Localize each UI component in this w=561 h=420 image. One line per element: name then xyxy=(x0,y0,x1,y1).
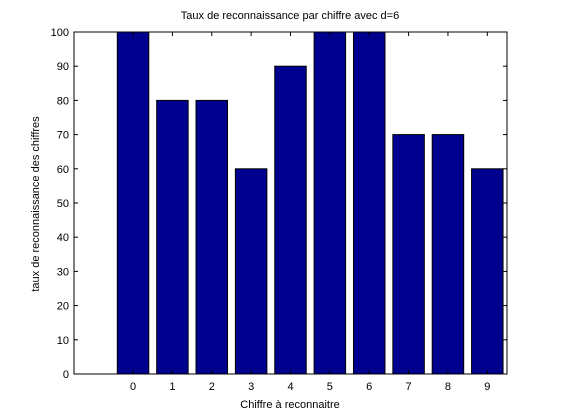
bar-8 xyxy=(431,134,465,375)
y-tick-label: 40 xyxy=(57,232,69,244)
x-tick-label: 1 xyxy=(169,381,175,393)
x-tick-label: 0 xyxy=(130,381,136,393)
y-axis-title: taux de reconnaissance des chiffres xyxy=(30,116,42,292)
x-tick-label: 6 xyxy=(366,381,372,393)
x-tick-label: 9 xyxy=(484,381,490,393)
x-axis-title: Chiffre à reconnaitre xyxy=(240,399,339,411)
y-tick-label: 50 xyxy=(57,198,69,210)
chart-title: Taux de reconnaissance par chiffre avec … xyxy=(181,10,399,22)
bar-3 xyxy=(234,168,268,375)
y-tick-label: 90 xyxy=(57,61,69,73)
x-tick-label: 7 xyxy=(406,381,412,393)
x-tick-label: 3 xyxy=(248,381,254,393)
bar-4 xyxy=(274,65,307,375)
y-tick-label: 60 xyxy=(57,164,69,176)
x-tick-label: 2 xyxy=(209,381,215,393)
y-tick-label: 30 xyxy=(57,266,69,278)
plot-area: 0 10 20 30 40 50 60 70 80 90 100 0 1 2 3 4 5 6 7 8 9 xyxy=(51,27,508,393)
y-tick-label: 10 xyxy=(57,335,69,347)
bar-5 xyxy=(313,31,347,375)
bar-1 xyxy=(156,99,189,375)
bar-6 xyxy=(352,31,386,375)
y-tick-label: 20 xyxy=(57,301,69,313)
y-tick-label: 100 xyxy=(51,27,69,39)
bar-2 xyxy=(195,99,229,375)
y-tick-label: 70 xyxy=(57,130,69,142)
bar-7 xyxy=(392,134,425,375)
bar-9 xyxy=(471,168,504,375)
y-tick-label: 0 xyxy=(63,369,69,381)
x-tick-label: 4 xyxy=(287,381,293,393)
x-tick-label: 8 xyxy=(445,381,451,393)
x-tick-label: 5 xyxy=(327,381,333,393)
y-tick-label: 80 xyxy=(57,95,69,107)
bar-0 xyxy=(116,31,150,375)
